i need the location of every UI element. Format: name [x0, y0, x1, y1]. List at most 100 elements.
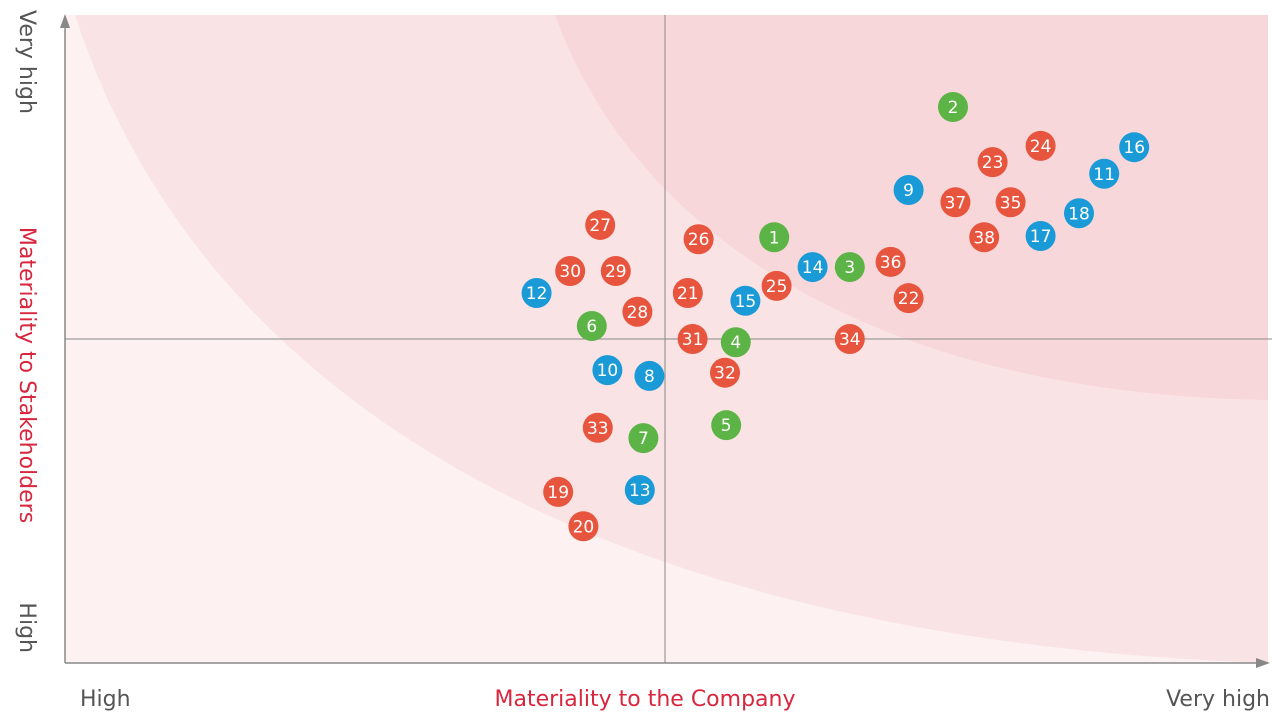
point-label: 1 [769, 228, 780, 248]
point: 17 [1025, 220, 1056, 251]
point-marker [940, 187, 971, 218]
point-label: 16 [1123, 138, 1145, 158]
point: 38 [969, 222, 1000, 253]
point: 2 [938, 92, 968, 123]
point: 29 [600, 255, 631, 286]
point-marker [568, 511, 599, 542]
point-marker [893, 174, 924, 205]
y-tick-label: High [14, 602, 39, 653]
point-label: 9 [903, 181, 914, 201]
point-label: 28 [627, 303, 649, 323]
point-marker [969, 222, 1000, 253]
point-label: 14 [802, 258, 824, 278]
point-label: 6 [586, 317, 597, 337]
point-label: 19 [547, 483, 569, 503]
x-tick-label: High [80, 687, 131, 712]
point-label: 26 [688, 230, 710, 250]
point-label: 30 [559, 262, 581, 282]
point: 34 [834, 324, 865, 354]
point-label: 22 [898, 289, 920, 309]
point-marker [634, 360, 665, 391]
x-arrow [1256, 658, 1270, 668]
y-axis-title: Materiality to Stakeholders [14, 227, 39, 523]
point: 26 [683, 224, 714, 255]
point-marker [1025, 220, 1056, 251]
point: 16 [1119, 132, 1150, 163]
point-marker [555, 255, 586, 286]
point-label: 4 [730, 333, 741, 353]
point-marker [720, 327, 751, 358]
point: 37 [940, 187, 971, 218]
point: 32 [710, 357, 740, 388]
point-marker [1025, 130, 1056, 161]
point: 12 [521, 277, 552, 308]
point-marker [761, 270, 792, 301]
point: 7 [628, 423, 659, 454]
point-label: 33 [587, 419, 609, 439]
zone-high [555, 15, 1268, 400]
point-marker [592, 355, 623, 386]
point: 21 [672, 277, 703, 308]
point-marker [938, 92, 968, 123]
point-label: 15 [735, 292, 757, 312]
point-label: 24 [1030, 137, 1052, 157]
point-marker [834, 252, 865, 283]
point-label: 29 [605, 262, 627, 282]
point-marker [624, 474, 655, 505]
point-marker [995, 187, 1026, 218]
point: 23 [977, 147, 1008, 178]
point: 6 [576, 311, 607, 342]
point: 1 [759, 222, 790, 253]
point-label: 35 [1000, 193, 1022, 213]
point-label: 32 [714, 364, 736, 384]
point-label: 36 [880, 253, 902, 273]
point-marker [893, 283, 924, 314]
point: 18 [1064, 198, 1094, 229]
point-label: 3 [844, 258, 855, 278]
point-label: 20 [573, 517, 595, 537]
point: 15 [730, 285, 761, 316]
point-label: 27 [589, 216, 611, 236]
point-label: 7 [638, 429, 649, 449]
point-marker [521, 277, 552, 308]
point: 33 [582, 412, 613, 443]
point-marker [543, 476, 574, 507]
point: 11 [1089, 158, 1120, 189]
point-marker [628, 423, 659, 454]
point-label: 31 [682, 330, 704, 350]
point-label: 8 [644, 367, 655, 387]
point-label: 10 [597, 361, 619, 381]
point: 24 [1025, 130, 1056, 161]
point: 25 [761, 270, 792, 301]
point-label: 34 [839, 330, 861, 350]
point-marker [582, 412, 613, 443]
point: 31 [677, 324, 708, 354]
point: 14 [797, 252, 828, 283]
point-label: 18 [1068, 204, 1090, 224]
point: 19 [543, 476, 574, 507]
point: 13 [624, 474, 655, 505]
point: 10 [592, 355, 623, 386]
point-marker [730, 285, 761, 316]
point-label: 21 [677, 284, 699, 304]
point-marker [1119, 132, 1150, 163]
point-marker [875, 246, 906, 277]
point-label: 2 [948, 98, 959, 118]
point-marker [677, 324, 708, 354]
point: 3 [834, 252, 865, 283]
point-marker [600, 255, 631, 286]
point-marker [672, 277, 703, 308]
point: 20 [568, 511, 599, 542]
point-marker [710, 357, 740, 388]
point: 36 [875, 246, 906, 277]
point: 28 [622, 296, 653, 327]
point: 8 [634, 360, 665, 391]
point: 9 [893, 174, 924, 205]
point: 5 [711, 410, 742, 441]
point-label: 11 [1093, 165, 1115, 185]
point-marker [834, 324, 865, 354]
point-marker [977, 147, 1008, 178]
point-marker [797, 252, 828, 283]
y-tick-label: Very high [14, 10, 39, 114]
